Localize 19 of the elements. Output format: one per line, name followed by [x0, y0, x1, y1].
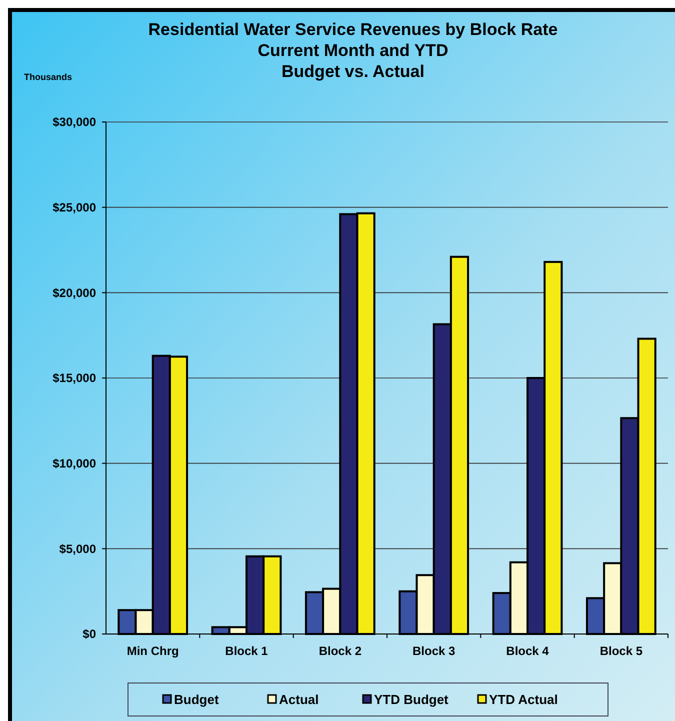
- y-tick-label: $10,000: [52, 456, 96, 471]
- x-tick-label: Block 3: [412, 644, 456, 658]
- y-tick-label: $5,000: [59, 542, 96, 556]
- y-tick-label: $20,000: [52, 286, 96, 300]
- chart-title: Residential Water Service Revenues by Block Rate Current Month and YTD Budget vs. Actual: [148, 20, 558, 81]
- y-tick-label: $30,000: [52, 115, 96, 130]
- x-tick-label: Block 4: [506, 644, 550, 658]
- y-tick-label: $15,000: [52, 371, 96, 386]
- x-tick-label: Min Chrg: [126, 644, 179, 658]
- legend-label: YTD Actual: [489, 692, 558, 707]
- legend-label: YTD Budget: [374, 692, 450, 707]
- x-tick-label: Block 5: [600, 644, 643, 658]
- y-tick-label: $0: [82, 627, 96, 642]
- legend-label: Budget: [174, 692, 220, 707]
- y-axis-title: Thousands: [24, 72, 72, 82]
- y-tick-label: $25,000: [52, 200, 96, 215]
- x-tick-label: Block 1: [225, 644, 268, 658]
- legend-label: Actual: [279, 692, 319, 707]
- x-tick-label: Block 2: [318, 644, 362, 658]
